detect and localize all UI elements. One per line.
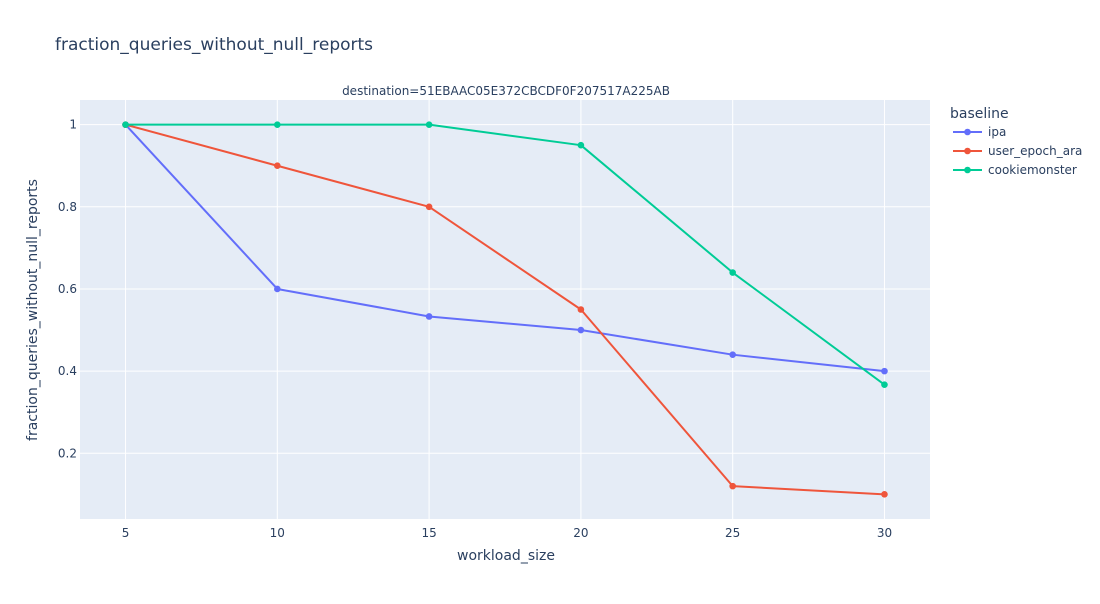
legend-item-ipa[interactable]: ipa <box>953 125 1006 139</box>
legend-label: user_epoch_ara <box>988 144 1082 158</box>
data-point <box>425 203 433 211</box>
y-tick-label: 0.2 <box>58 446 77 460</box>
legend: baseline ipa user_epoch_ara cookiemonster <box>950 106 1082 177</box>
legend-swatch-marker <box>964 147 971 155</box>
data-point <box>729 269 736 276</box>
legend-items: ipa user_epoch_ara cookiemonster <box>953 125 1082 177</box>
legend-label: cookiemonster <box>988 163 1077 177</box>
data-point <box>881 367 888 375</box>
y-axis-label: fraction_queries_without_null_reports <box>25 179 41 441</box>
data-point <box>425 121 433 128</box>
x-tick-label: 25 <box>725 526 740 540</box>
series-line <box>125 123 886 386</box>
x-tick-label: 5 <box>122 526 130 540</box>
y-tick-label: 0.8 <box>58 200 77 214</box>
data-point <box>274 285 281 293</box>
x-tick-label: 20 <box>573 526 588 540</box>
data-point <box>274 121 281 128</box>
data-point <box>122 121 129 128</box>
x-tick-label: 15 <box>421 526 436 540</box>
legend-swatch-marker <box>964 166 971 174</box>
legend-title: baseline <box>950 106 1009 122</box>
facet-subtitle: destination=51EBAAC05E372CBCDF0F207517A2… <box>342 84 670 98</box>
chart-title: fraction_queries_without_null_reports <box>55 35 373 55</box>
legend-label: ipa <box>988 125 1006 139</box>
data-point <box>577 326 585 334</box>
x-axis-label: workload_size <box>457 548 555 564</box>
y-tick-label: 0.4 <box>58 364 77 378</box>
x-tick-label: 30 <box>877 526 892 540</box>
series-line <box>124 123 885 373</box>
plot-area <box>80 100 930 519</box>
y-tick-label: 1 <box>69 118 77 132</box>
y-tick-label: 0.6 <box>58 282 77 296</box>
x-tick-label: 10 <box>270 526 285 540</box>
legend-item-cookiemonster[interactable]: cookiemonster <box>953 163 1077 177</box>
series-layer <box>122 121 888 498</box>
data-point <box>577 141 585 149</box>
data-point <box>881 381 888 388</box>
series-line <box>125 123 885 496</box>
legend-item-user_epoch_ara[interactable]: user_epoch_ara <box>953 144 1082 158</box>
data-point <box>274 162 281 170</box>
tick-labels: 5 10 15 20 25 30 0.2 0.4 0.6 0.8 1 <box>58 118 892 540</box>
legend-swatch-marker <box>964 128 971 136</box>
data-point <box>577 306 585 313</box>
data-point <box>425 313 433 320</box>
series-cookiemonster <box>122 121 888 388</box>
data-point <box>881 491 888 498</box>
data-point <box>729 351 736 358</box>
data-point <box>729 482 736 490</box>
